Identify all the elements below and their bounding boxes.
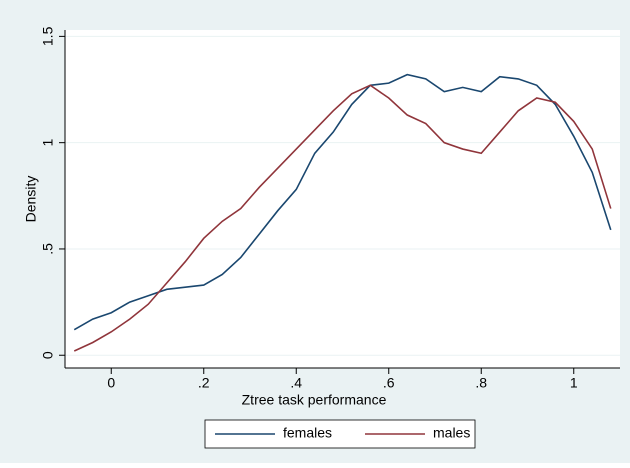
y-tick-label: .5 <box>40 243 56 255</box>
x-tick-label: 0 <box>107 375 115 391</box>
line-series <box>73 73 612 331</box>
line-series <box>73 84 612 352</box>
y-axis-label: Density <box>23 176 39 223</box>
y-tick-label: 1 <box>40 139 56 147</box>
x-tick-label: .6 <box>383 375 395 391</box>
plot-area <box>65 30 620 368</box>
y-tick-label: 1.5 <box>40 26 56 46</box>
x-tick-label: .4 <box>290 375 302 391</box>
x-tick-label: .2 <box>198 375 210 391</box>
legend-label: males <box>433 425 470 441</box>
x-tick-label: 1 <box>570 375 578 391</box>
x-tick-label: .8 <box>475 375 487 391</box>
legend-label: females <box>283 425 332 441</box>
y-tick-label: 0 <box>40 351 56 359</box>
x-axis-label: Ztree task performance <box>242 392 387 408</box>
